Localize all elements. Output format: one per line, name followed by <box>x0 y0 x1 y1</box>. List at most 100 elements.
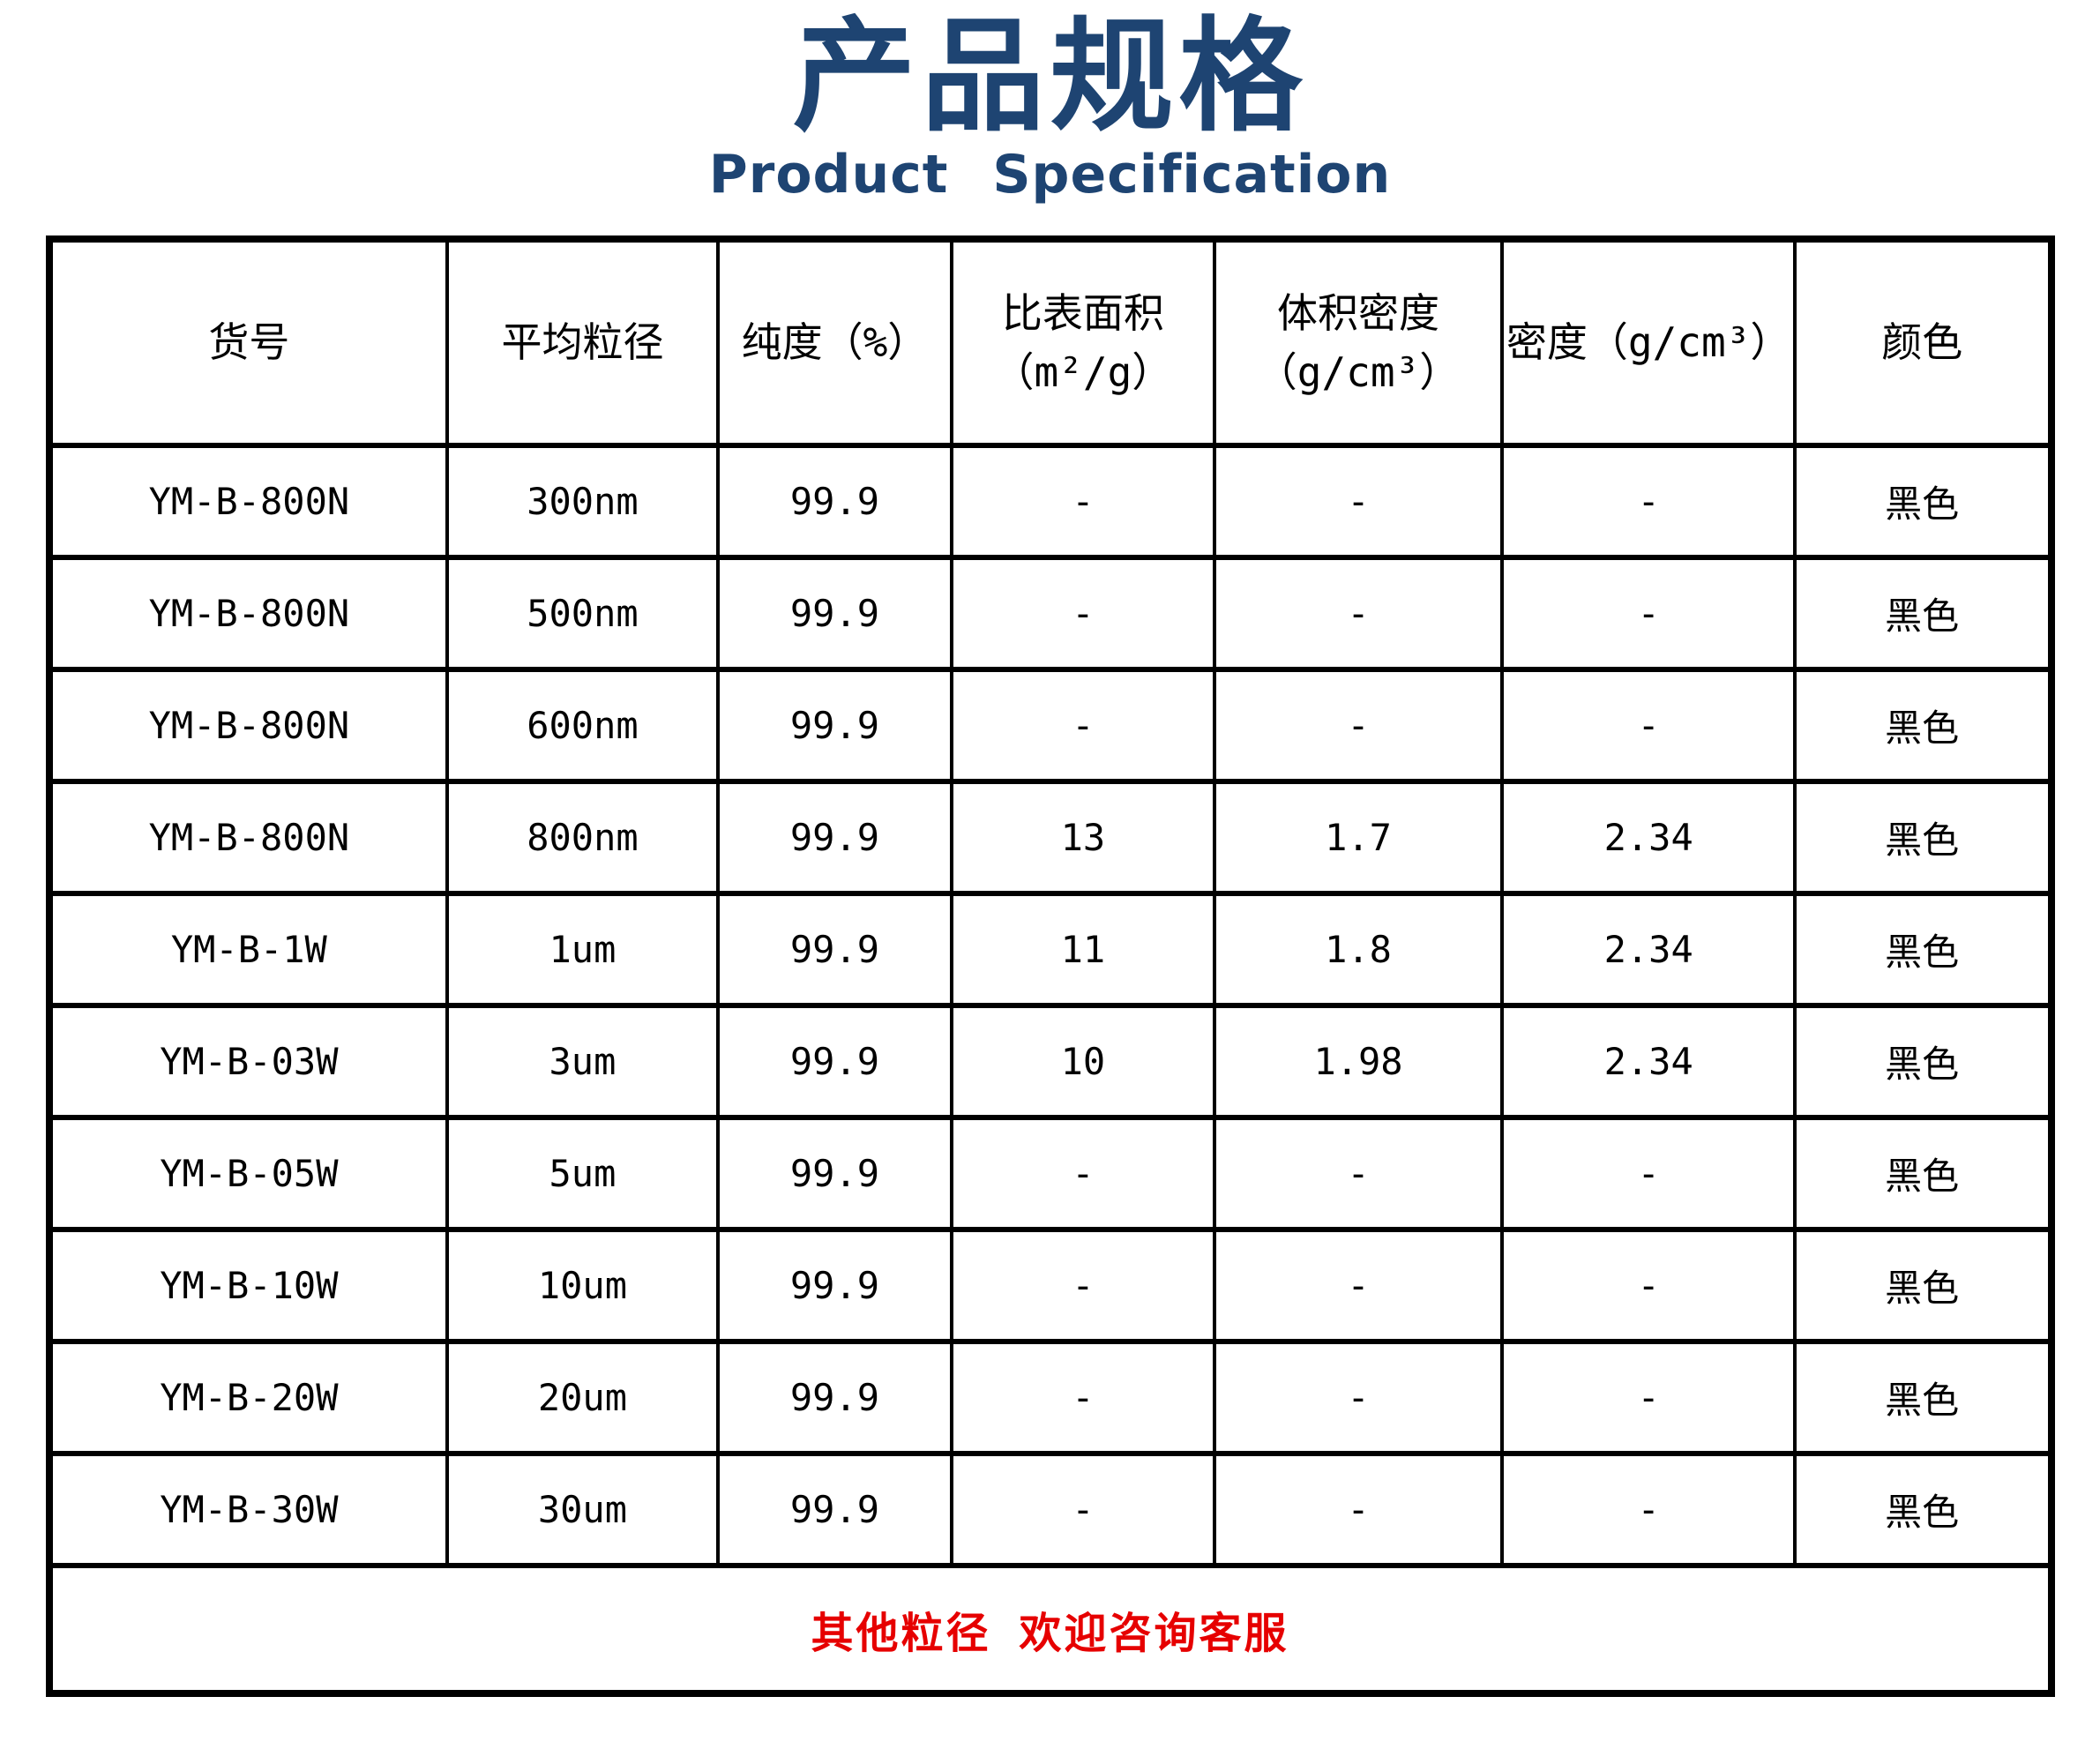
cell-bulk-density: 1.8 <box>1212 891 1505 1008</box>
cell-bulk-density: - <box>1212 1115 1505 1232</box>
col-header-label: 体积密度 <box>1277 288 1440 337</box>
col-header-surface-area: 比表面积 （m²/g） <box>950 236 1216 448</box>
col-header-label: 比表面积 <box>1001 288 1164 337</box>
header-row: 货号 平均粒径 纯度（%） 比表面积 （m²/g） 体积密度 （g/cm³） 密… <box>47 236 2053 448</box>
cell-item-no: YM-B-800N <box>47 555 450 672</box>
col-header-label: 颜色 <box>1881 318 1963 367</box>
cell-surface-area: - <box>950 667 1216 784</box>
cell-item-no: YM-B-800N <box>47 667 450 784</box>
cell-item-no: YM-B-03W <box>47 1003 450 1120</box>
cell-item-no: YM-B-30W <box>47 1451 450 1568</box>
footer-row: 其他粒径 欢迎咨询客服 <box>47 1563 2053 1696</box>
cell-bulk-density: - <box>1212 1451 1505 1568</box>
table-row: YM-B-03W 3um 99.9 10 1.98 2.34 黑色 <box>47 1003 2053 1120</box>
cell-surface-area: - <box>950 1115 1216 1232</box>
cell-density: - <box>1500 667 1797 784</box>
spec-table-foot: 其他粒径 欢迎咨询客服 <box>47 1563 2053 1696</box>
cell-surface-area: - <box>950 443 1216 560</box>
cell-purity: 99.9 <box>715 1003 954 1120</box>
table-row: YM-B-800N 500nm 99.9- - - 黑色 <box>47 555 2053 672</box>
table-row: YM-B-30W 30um 99.9- - - 黑色 <box>47 1451 2053 1568</box>
table-row: YM-B-800N 300nm 99.9- - - 黑色 <box>47 443 2053 560</box>
cell-surface-area: - <box>950 1451 1216 1568</box>
cell-item-no: YM-B-05W <box>47 1115 450 1232</box>
cell-item-no: YM-B-1W <box>47 891 450 1008</box>
spec-table-head: 货号 平均粒径 纯度（%） 比表面积 （m²/g） 体积密度 （g/cm³） 密… <box>47 236 2053 448</box>
page-title: 产品规格 <box>792 5 1308 149</box>
col-header-bulk-density: 体积密度 （g/cm³） <box>1212 236 1505 448</box>
cell-purity: 99.9 <box>715 1339 954 1456</box>
cell-color: 黑色 <box>1792 1339 2053 1456</box>
cell-purity: 99.9 <box>715 1227 954 1344</box>
col-header-density: 密度（g/cm³） <box>1500 236 1797 448</box>
cell-density: - <box>1500 555 1797 672</box>
cell-particle-size: 800nm <box>445 779 720 896</box>
cell-surface-area: - <box>950 1227 1216 1344</box>
cell-density: 2.34 <box>1500 891 1797 1008</box>
cell-color: 黑色 <box>1792 891 2053 1008</box>
col-header-item-no: 货号 <box>47 236 450 448</box>
cell-surface-area: - <box>950 555 1216 672</box>
spec-table-body: YM-B-800N 300nm 99.9- - - 黑色 YM-B-800N 500nm 99.… <box>47 443 2053 1568</box>
footer-note: 其他粒径 欢迎咨询客服 <box>47 1563 2053 1696</box>
cell-surface-area: 13 <box>950 779 1216 896</box>
cell-bulk-density: - <box>1212 1227 1505 1344</box>
cell-particle-size: 600nm <box>445 667 720 784</box>
cell-density: 2.34 <box>1500 779 1797 896</box>
cell-purity: 99.9 <box>715 891 954 1008</box>
page-header: 产品规格 Product Specification <box>0 0 2100 206</box>
cell-item-no: YM-B-10W <box>47 1227 450 1344</box>
cell-item-no: YM-B-800N <box>47 779 450 896</box>
cell-purity: 99.9 <box>715 1451 954 1568</box>
cell-density: 2.34 <box>1500 1003 1797 1120</box>
cell-bulk-density: - <box>1212 1339 1505 1456</box>
table-row: YM-B-20W 20um 99.9- - - 黑色 <box>47 1339 2053 1456</box>
cell-item-no: YM-B-20W <box>47 1339 450 1456</box>
cell-particle-size: 20um <box>445 1339 720 1456</box>
cell-color: 黑色 <box>1792 667 2053 784</box>
cell-color: 黑色 <box>1792 555 2053 672</box>
col-header-label: 货号 <box>208 318 290 367</box>
cell-bulk-density: - <box>1212 443 1505 560</box>
cell-purity: 99.9 <box>715 1115 954 1232</box>
col-header-particle-size: 平均粒径 <box>445 236 720 448</box>
table-row: YM-B-05W 5um 99.9- - - 黑色 <box>47 1115 2053 1232</box>
cell-particle-size: 3um <box>445 1003 720 1120</box>
page-subtitle: Product Specification <box>708 144 1392 206</box>
cell-bulk-density: 1.7 <box>1212 779 1505 896</box>
table-row: YM-B-800N 600nm 99.9- - - 黑色 <box>47 667 2053 784</box>
cell-density: - <box>1500 443 1797 560</box>
cell-density: - <box>1500 1339 1797 1456</box>
cell-color: 黑色 <box>1792 1115 2053 1232</box>
cell-density: - <box>1500 1227 1797 1344</box>
col-header-label: 平均粒径 <box>501 318 664 367</box>
col-header-unit: （m²/g） <box>993 348 1173 396</box>
table-row: YM-B-800N 800nm 99.9 13 1.7 2.34 黑色 <box>47 779 2053 896</box>
cell-particle-size: 1um <box>445 891 720 1008</box>
cell-particle-size: 30um <box>445 1451 720 1568</box>
cell-purity: 99.9 <box>715 555 954 672</box>
cell-color: 黑色 <box>1792 1003 2053 1120</box>
cell-bulk-density: - <box>1212 667 1505 784</box>
cell-particle-size: 5um <box>445 1115 720 1232</box>
cell-bulk-density: 1.98 <box>1212 1003 1505 1120</box>
col-header-color: 颜色 <box>1792 236 2053 448</box>
cell-density: - <box>1500 1115 1797 1232</box>
cell-purity: 99.9 <box>715 443 954 560</box>
spec-table: 货号 平均粒径 纯度（%） 比表面积 （m²/g） 体积密度 （g/cm³） 密… <box>45 235 2055 1697</box>
cell-color: 黑色 <box>1792 443 2053 560</box>
table-row: YM-B-1W 1um 99.9 11 1.8 2.34 黑色 <box>47 891 2053 1008</box>
cell-color: 黑色 <box>1792 779 2053 896</box>
cell-particle-size: 500nm <box>445 555 720 672</box>
cell-particle-size: 10um <box>445 1227 720 1344</box>
col-header-label: 密度（g/cm³） <box>1506 318 1791 367</box>
col-header-purity: 纯度（%） <box>715 236 954 448</box>
cell-surface-area: 10 <box>950 1003 1216 1120</box>
cell-purity: 99.9 <box>715 667 954 784</box>
table-row: YM-B-10W 10um 99.9- - - 黑色 <box>47 1227 2053 1344</box>
cell-surface-area: 11 <box>950 891 1216 1008</box>
cell-surface-area: - <box>950 1339 1216 1456</box>
cell-item-no: YM-B-800N <box>47 443 450 560</box>
col-header-unit: （g/cm³） <box>1256 348 1461 396</box>
cell-bulk-density: - <box>1212 555 1505 672</box>
